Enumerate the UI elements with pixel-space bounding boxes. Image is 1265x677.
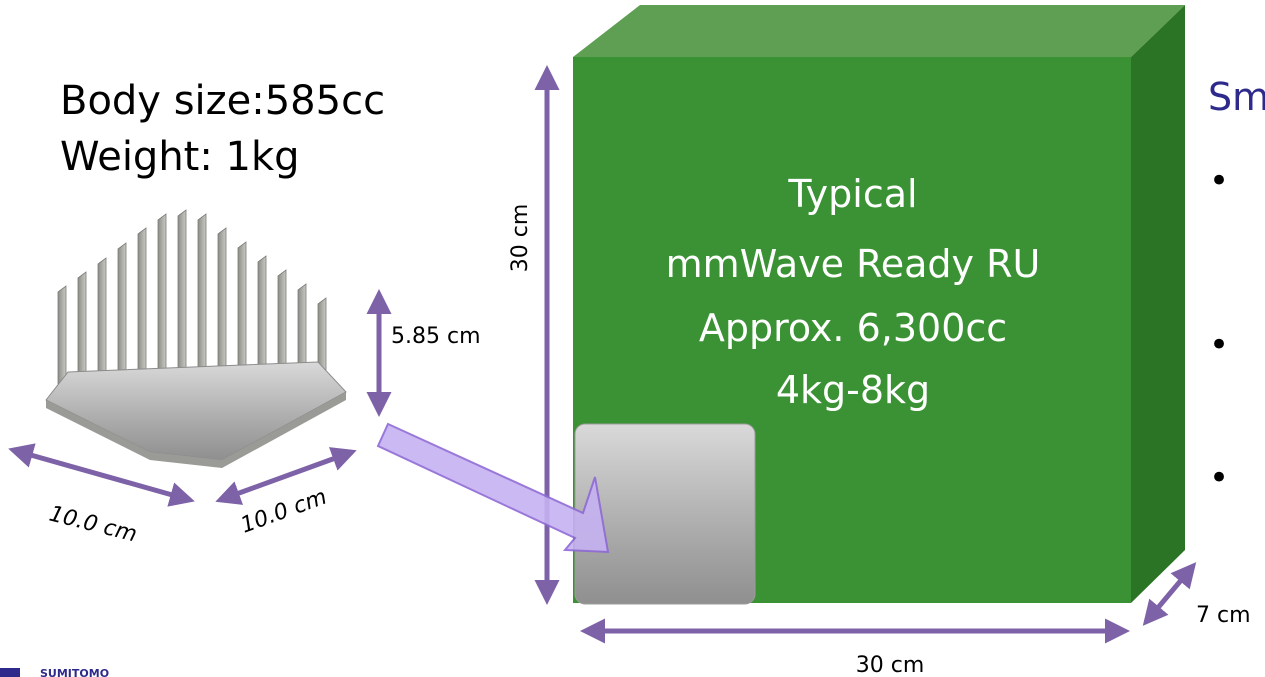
device-width-arrow [8, 443, 195, 507]
ru-label-line1: Typical [787, 172, 917, 216]
company-logo-partial: SUMITOMO [0, 667, 109, 677]
heatsink-base-plate [45, 361, 347, 461]
device-depth-label: 10.0 cm [238, 485, 331, 539]
weight-text: Weight: 1kg [60, 134, 300, 180]
typical-ru-label: Typical mmWave Ready RU Approx. 6,300cc … [666, 172, 1041, 412]
device-depth-arrow [215, 447, 357, 505]
body-size-text: Body size:585cc [60, 78, 385, 124]
svg-text:SUMITOMO: SUMITOMO [40, 667, 109, 677]
callout-arrow [376, 422, 610, 554]
cube-side-face [1131, 5, 1185, 603]
right-bullet-1: • [1209, 161, 1229, 201]
right-panel-heading: Sm [1208, 75, 1265, 119]
ru-label-line3: Approx. 6,300cc [699, 306, 1007, 350]
device-height-label: 5.85 cm [391, 324, 481, 349]
cube-depth-arrow [1142, 562, 1197, 626]
cube-height-label: 30 cm [508, 204, 533, 273]
ru-label-line2: mmWave Ready RU [666, 242, 1041, 286]
heatsink-device-image [45, 209, 347, 468]
device-width-label: 10.0 cm [47, 502, 140, 548]
right-bullet-2: • [1209, 325, 1229, 365]
cube-width-label: 30 cm [856, 653, 925, 677]
ru-label-line4: 4kg-8kg [776, 368, 930, 412]
right-bullet-3: • [1209, 458, 1229, 498]
heatsink-base-edge [46, 392, 346, 468]
cube-top-face [573, 5, 1185, 57]
cube-depth-label: 7 cm [1196, 603, 1251, 628]
